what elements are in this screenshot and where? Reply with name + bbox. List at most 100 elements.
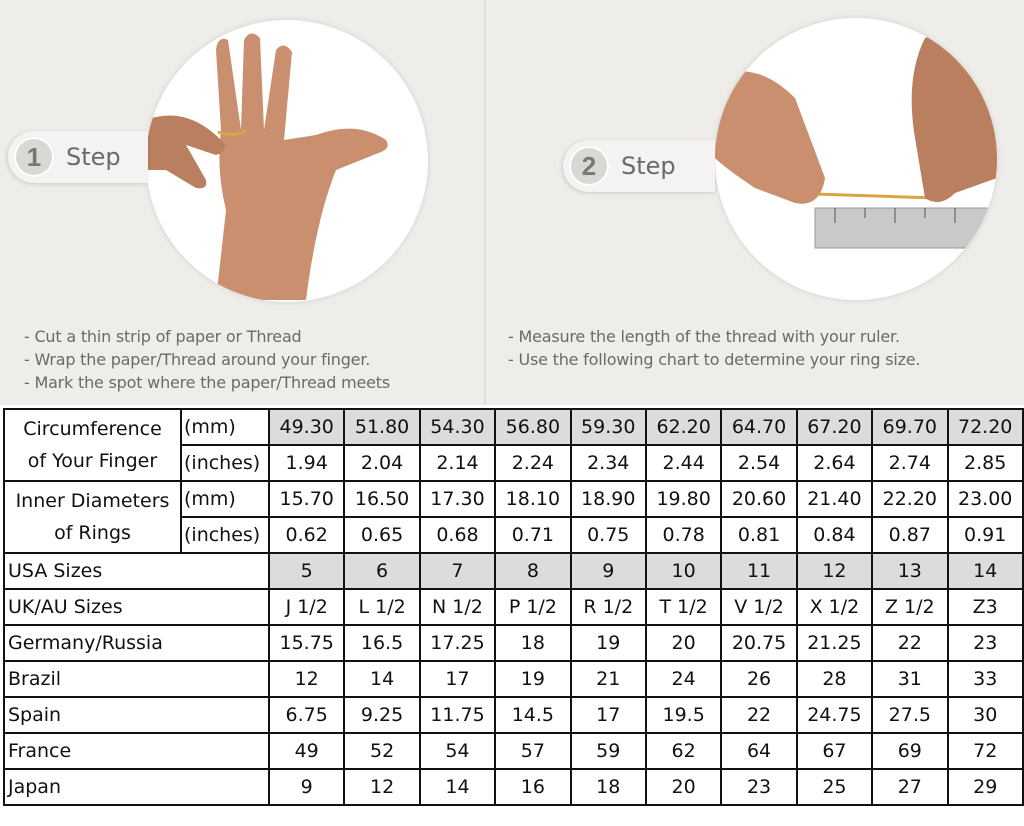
- table-cell: R 1/2: [569, 588, 647, 626]
- diameter-label: Inner Diameters of Rings: [3, 480, 182, 554]
- table-cell: 24: [644, 660, 723, 698]
- table-cell: 12: [343, 768, 421, 806]
- table-cell: 9: [569, 552, 647, 590]
- table-cell: 67.20: [795, 408, 874, 446]
- table-cell: 16.5: [343, 624, 421, 662]
- table-cell: 8: [494, 552, 572, 590]
- table-cell: 6.75: [267, 696, 346, 734]
- table-cell: 2.24: [494, 444, 572, 482]
- panel-divider: [484, 0, 486, 405]
- table-cell: Z 1/2: [871, 588, 949, 626]
- row-label: USA Sizes: [3, 552, 270, 590]
- table-cell: 19.80: [644, 480, 723, 518]
- table-cell: 2.64: [795, 444, 874, 482]
- step-label: Step: [621, 152, 676, 180]
- table-cell: 1.94: [267, 444, 346, 482]
- table-cell: 16.50: [343, 480, 421, 518]
- table-cell: 14: [418, 768, 497, 806]
- table-row: (inches) 0.62 0.65 0.68 0.71 0.75 0.78 0.81 0.84…: [4, 516, 1024, 554]
- table-cell: V 1/2: [720, 588, 798, 626]
- table-cell: 23: [946, 624, 1024, 662]
- table-cell: 56.80: [494, 408, 572, 446]
- table-cell: 9: [267, 768, 346, 806]
- row-label: UK/AU Sizes: [3, 588, 270, 626]
- row-label: Germany/Russia: [3, 624, 270, 662]
- table-cell: P 1/2: [494, 588, 572, 626]
- table-cell: 0.81: [720, 516, 798, 554]
- table-cell: 18: [494, 624, 572, 662]
- table-row: Brazil 12 14 17 19 21 24 26 28 31 33: [3, 660, 1024, 698]
- unit-label: (mm): [180, 408, 270, 446]
- table-cell: 2.85: [946, 444, 1024, 482]
- table-cell: 11: [720, 552, 798, 590]
- circumference-label: Circumference of Your Finger: [3, 408, 182, 482]
- table-cell: 21.25: [795, 624, 874, 662]
- hand-with-thread-icon: [146, 33, 388, 301]
- table-cell: 64.70: [720, 408, 798, 446]
- table-cell: 9.25: [343, 696, 421, 734]
- table-cell: 21: [569, 660, 647, 698]
- table-cell: 33: [946, 660, 1024, 698]
- table-cell: 54: [418, 732, 497, 770]
- label-line: Circumference: [23, 418, 162, 440]
- step-1-illustration: [146, 20, 428, 302]
- table-cell: 29: [946, 768, 1024, 806]
- table-cell: 54.30: [418, 408, 497, 446]
- table-row: Circumference of Your Finger (mm) 49.30 51.8…: [3, 408, 1024, 482]
- table-cell: 2.44: [644, 444, 723, 482]
- table-cell: 25: [795, 768, 874, 806]
- table-cell: 72.20: [946, 408, 1024, 446]
- table-cell: 19: [569, 624, 647, 662]
- table-cell: 0.75: [569, 516, 647, 554]
- table-cell: Z3: [946, 588, 1024, 626]
- table-cell: X 1/2: [795, 588, 874, 626]
- table-cell: 15.75: [267, 624, 346, 662]
- table-cell: 20.60: [720, 480, 798, 518]
- table-cell: 11.75: [418, 696, 497, 734]
- label-line: of Rings: [54, 522, 131, 544]
- row-label: Brazil: [3, 660, 270, 698]
- table-row: Inner Diameters of Rings (mm) 15.70 16.50 17.…: [3, 480, 1024, 554]
- step-label: Step: [66, 143, 121, 171]
- table-cell: 14: [343, 660, 421, 698]
- unit-label: (mm): [180, 480, 270, 518]
- table-cell: 49: [267, 732, 346, 770]
- table-cell: 24.75: [795, 696, 874, 734]
- table-cell: 0.87: [871, 516, 949, 554]
- table-cell: 17: [569, 696, 647, 734]
- table-row: USA Sizes 5 6 7 8 9 10 11 12 13 14: [3, 552, 1024, 590]
- table-cell: 17.25: [418, 624, 497, 662]
- table-cell: 69: [871, 732, 949, 770]
- table-cell: 64: [720, 732, 798, 770]
- table-cell: 2.04: [343, 444, 421, 482]
- row-label: Japan: [3, 768, 270, 806]
- table-cell: 2.34: [569, 444, 647, 482]
- table-cell: 0.84: [795, 516, 874, 554]
- label-line: of Your Finger: [27, 450, 158, 472]
- table-row: Germany/Russia 15.75 16.5 17.25 18 19 20 20.75 2…: [3, 624, 1024, 662]
- instructions-panel: 1 Step 2 Step - Cut a thin strip of pape…: [0, 0, 1024, 405]
- table-cell: 67: [795, 732, 874, 770]
- table-row: Spain 6.75 9.25 11.75 14.5 17 19.5 22 24.75 27.5 3…: [3, 696, 1024, 734]
- table-cell: 18.10: [494, 480, 572, 518]
- row-label: Spain: [3, 696, 270, 734]
- table-cell: 16: [494, 768, 572, 806]
- table-cell: 62.20: [644, 408, 723, 446]
- unit-label: (inches): [180, 444, 270, 482]
- step-number: 2: [569, 146, 609, 186]
- table-cell: 57: [494, 732, 572, 770]
- table-row: (inches) 1.94 2.04 2.14 2.24 2.34 2.44 2.54 2.64…: [4, 444, 1024, 482]
- table-row: UK/AU Sizes J 1/2 L 1/2 N 1/2 P 1/2 R 1/2 T 1/…: [3, 588, 1024, 626]
- table-cell: 20: [644, 768, 723, 806]
- ring-size-chart: Circumference of Your Finger (mm) 49.30 51.8…: [3, 408, 1024, 806]
- table-cell: 31: [871, 660, 949, 698]
- thread-and-ruler-icon: [715, 18, 997, 249]
- step-2-illustration: [715, 18, 997, 300]
- instruction-line: - Wrap the paper/Thread around your fing…: [24, 350, 371, 369]
- table-cell: 27.5: [871, 696, 949, 734]
- table-cell: 59.30: [569, 408, 647, 446]
- table-cell: 5: [267, 552, 346, 590]
- unit-label: (inches): [180, 516, 270, 554]
- table-row: Japan 9 12 14 16 18 20 23 25 27 29: [3, 768, 1024, 806]
- table-cell: 12: [267, 660, 346, 698]
